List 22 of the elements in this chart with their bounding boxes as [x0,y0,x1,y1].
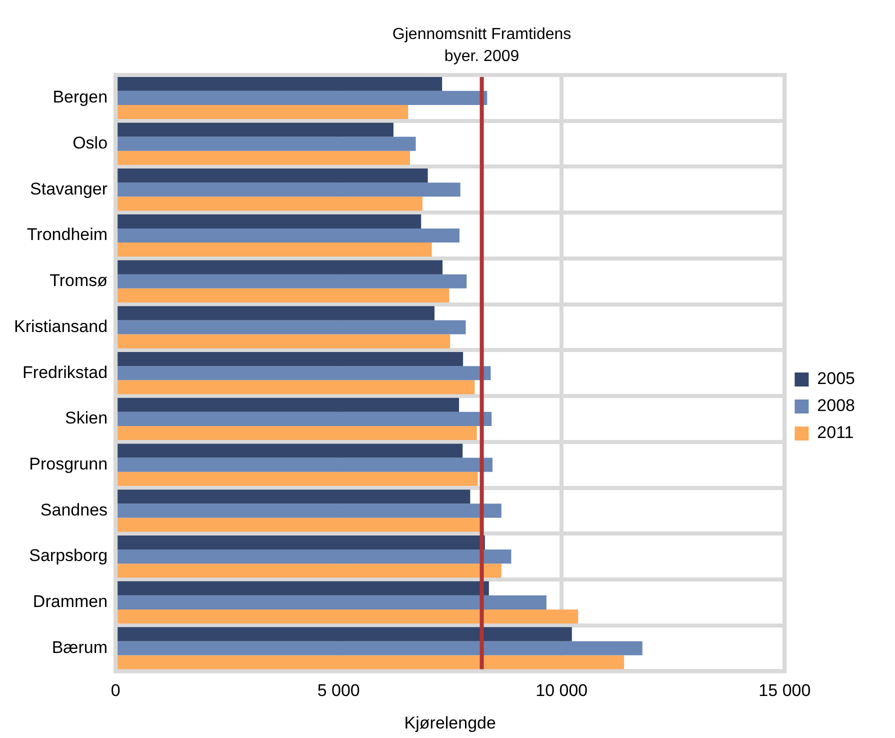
x-tick-label: 0 [110,681,120,700]
y-tick-label: Prosgrunn [29,454,108,474]
y-tick-label: Sandnes [40,500,108,520]
y-tick-label: Drammen [32,592,108,612]
y-tick-label: Bærum [52,638,108,657]
x-tick-label: 10 000 [536,681,588,700]
y-tick-label: Fredrikstad [22,362,108,382]
legend-label: 2005 [817,369,856,388]
x-axis-title: Kjørelengde [404,713,496,732]
y-tick-label: Kristiansand [14,316,108,336]
y-tick-label: Skien [65,408,108,428]
x-tick-label: 5 000 [317,681,360,700]
y-tick-label: Tromsø [50,271,108,290]
y-tick-label: Oslo [72,133,108,152]
ref-line-label: Gjennomsnitt Framtidens byer. 2009 [392,26,572,65]
legend-label: 2011 [817,423,854,442]
y-tick-label: Stavanger [30,179,108,198]
y-tick-label: Bergen [52,88,108,107]
y-tick-label: Trondheim [26,225,108,244]
y-tick-label: Sarpsborg [29,546,108,566]
x-tick-label: 15 000 [758,681,811,700]
legend-label: 2008 [817,396,856,416]
